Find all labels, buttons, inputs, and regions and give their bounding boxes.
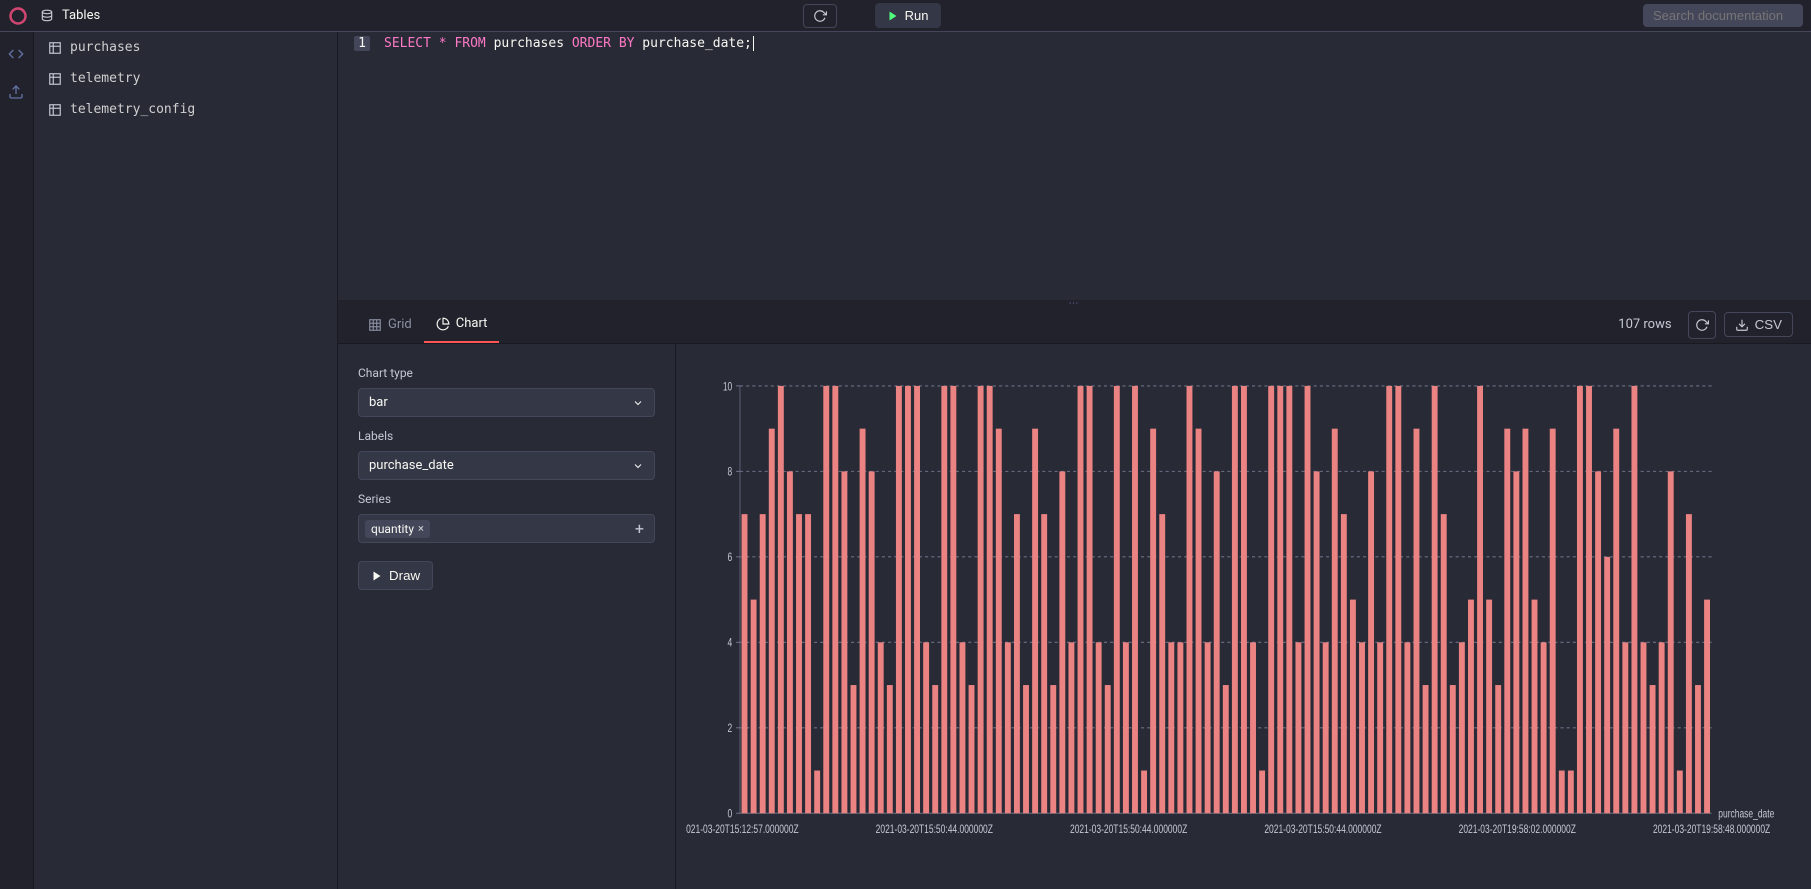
line-gutter: 1 — [338, 32, 378, 300]
run-button-label: Run — [905, 8, 929, 23]
chart-config-panel: Chart type bar Labels purchase_date Seri… — [338, 344, 676, 889]
table-name: telemetry — [70, 71, 140, 86]
table-item[interactable]: purchases — [34, 32, 337, 63]
table-icon — [48, 41, 62, 55]
svg-text:0: 0 — [728, 808, 733, 821]
svg-text:purchase_date: purchase_date — [1718, 808, 1774, 821]
pie-chart-icon — [436, 317, 450, 331]
chevron-down-icon — [632, 460, 644, 472]
chart-type-label: Chart type — [358, 366, 655, 380]
table-icon — [48, 103, 62, 117]
refresh-tables-button[interactable] — [803, 4, 837, 28]
code-editor[interactable]: 1 SELECT * FROM purchases ORDER BY purch… — [338, 32, 1811, 300]
svg-text:2021-03-20T15:50:44.000000Z: 2021-03-20T15:50:44.000000Z — [1264, 824, 1382, 837]
svg-text:2021-03-20T19:58:48.000000Z: 2021-03-20T19:58:48.000000Z — [1653, 824, 1771, 837]
chart-type-value: bar — [369, 395, 388, 410]
csv-label: CSV — [1755, 317, 1782, 332]
svg-text:2021-03-20T19:58:02.000000Z: 2021-03-20T19:58:02.000000Z — [1459, 824, 1577, 837]
refresh-icon — [813, 9, 827, 23]
line-number: 1 — [354, 36, 370, 51]
tab-grid[interactable]: Grid — [356, 306, 424, 343]
series-chip: quantity × — [365, 520, 430, 538]
svg-text:2021-03-20T15:50:44.000000Z: 2021-03-20T15:50:44.000000Z — [876, 824, 994, 837]
svg-text:2: 2 — [728, 723, 733, 736]
tab-grid-label: Grid — [388, 317, 412, 332]
download-icon — [1735, 318, 1749, 332]
table-name: purchases — [70, 40, 140, 55]
svg-text:2021-03-20T15:50:44.000000Z: 2021-03-20T15:50:44.000000Z — [1070, 824, 1188, 837]
tables-sidebar: purchases telemetry telemetry_config — [34, 32, 338, 889]
series-chip-label: quantity — [371, 522, 414, 536]
results-header: Grid Chart 107 rows CSV — [338, 306, 1811, 344]
section-title: Tables — [40, 8, 100, 23]
upload-tab-icon[interactable] — [8, 84, 26, 102]
add-series-button[interactable]: + — [631, 519, 648, 538]
section-title-text: Tables — [62, 8, 100, 23]
series-label: Series — [358, 492, 655, 506]
play-icon — [371, 570, 383, 582]
svg-text:10: 10 — [723, 381, 733, 394]
chevron-down-icon — [632, 397, 644, 409]
table-icon — [48, 72, 62, 86]
sql-editor: 1 SELECT * FROM purchases ORDER BY purch… — [338, 32, 1811, 300]
labels-select[interactable]: purchase_date — [358, 451, 655, 480]
grid-icon — [368, 318, 382, 332]
tab-chart[interactable]: Chart — [424, 306, 500, 343]
labels-label: Labels — [358, 429, 655, 443]
code-line[interactable]: SELECT * FROM purchases ORDER BY purchas… — [378, 32, 762, 300]
chart-canvas: 0 2 4 6 8 10 2021-03-20T15:12:57.000000Z 2021-0… — [676, 344, 1811, 889]
labels-value: purchase_date — [369, 458, 454, 473]
remove-series-icon[interactable]: × — [418, 522, 424, 535]
tab-chart-label: Chart — [456, 316, 488, 331]
topbar: Tables Run — [0, 0, 1811, 32]
table-item[interactable]: telemetry_config — [34, 94, 337, 125]
refresh-results-button[interactable] — [1688, 311, 1716, 339]
chart-type-select[interactable]: bar — [358, 388, 655, 417]
row-count: 107 rows — [1618, 317, 1671, 332]
app-logo — [8, 6, 28, 26]
svg-text:8: 8 — [728, 467, 733, 480]
table-item[interactable]: telemetry — [34, 63, 337, 94]
run-button[interactable]: Run — [875, 3, 941, 28]
series-input[interactable]: quantity × + — [358, 514, 655, 543]
icon-rail — [0, 32, 34, 889]
bar-chart: 0 2 4 6 8 10 2021-03-20T15:12:57.000000Z 2021-0… — [686, 364, 1781, 879]
svg-text:4: 4 — [728, 637, 733, 650]
refresh-icon — [1695, 318, 1709, 332]
svg-text:6: 6 — [728, 552, 733, 565]
table-name: telemetry_config — [70, 102, 195, 117]
play-icon — [887, 10, 899, 22]
search-documentation-input[interactable] — [1643, 4, 1803, 27]
draw-button[interactable]: Draw — [358, 561, 433, 590]
export-csv-button[interactable]: CSV — [1724, 312, 1793, 337]
database-icon — [40, 9, 54, 23]
code-tab-icon[interactable] — [8, 46, 26, 64]
draw-button-label: Draw — [389, 568, 420, 583]
svg-text:2021-03-20T15:12:57.000000Z: 2021-03-20T15:12:57.000000Z — [686, 824, 799, 837]
